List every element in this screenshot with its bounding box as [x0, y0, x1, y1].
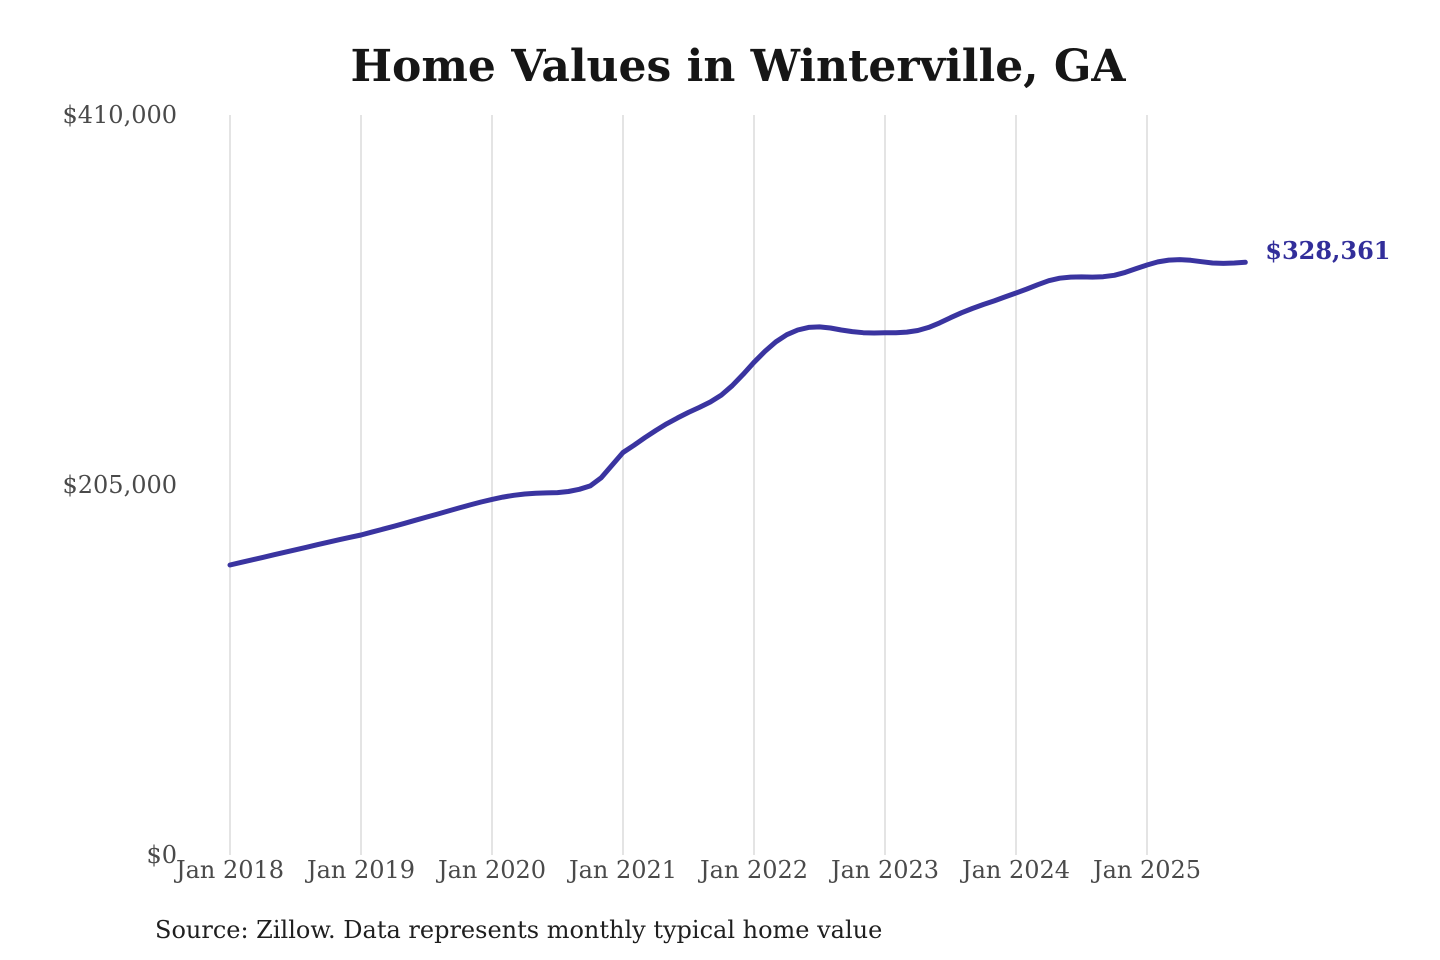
- source-note: Source: Zillow. Data represents monthly …: [155, 916, 883, 944]
- x-axis-tick-label: Jan 2021: [568, 856, 678, 884]
- x-axis-tick-label: Jan 2018: [175, 856, 285, 884]
- latest-value-label: $328,361: [1265, 236, 1391, 266]
- x-axis-tick-label: Jan 2019: [306, 856, 416, 884]
- chart-title: Home Values in Winterville, GA: [350, 41, 1126, 92]
- x-axis-tick-label: Jan 2022: [699, 856, 809, 884]
- x-axis-tick-label: Jan 2024: [961, 856, 1071, 884]
- y-axis-tick-label: $0: [146, 841, 177, 869]
- y-axis-tick-label: $410,000: [62, 101, 177, 129]
- x-axis-tick-label: Jan 2025: [1092, 856, 1202, 884]
- y-axis-tick-label: $205,000: [62, 471, 177, 499]
- x-axis-tick-label: Jan 2020: [437, 856, 547, 884]
- home-value-series-line: [227, 257, 1248, 568]
- x-axis-tick-label: Jan 2023: [830, 856, 940, 884]
